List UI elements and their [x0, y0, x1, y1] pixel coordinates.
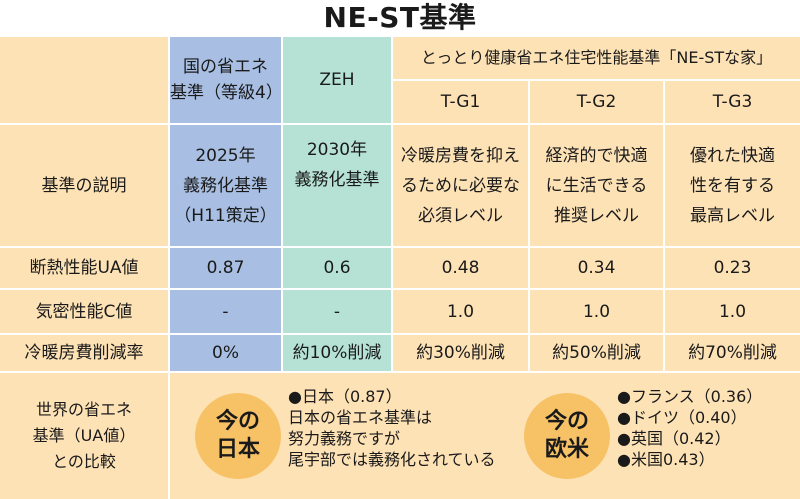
west-info-line4: ●米国0.43）: [617, 450, 715, 469]
header-tg1: T-G1: [393, 81, 528, 123]
west-info-line2: ●ドイツ（0.40）: [617, 408, 747, 427]
description-zeh-line1: 2030年: [306, 140, 368, 160]
header-zeh: ZEH: [283, 37, 391, 123]
description-tg3-line2: 性を有する: [690, 175, 775, 196]
c-tg3: 1.0: [665, 290, 800, 333]
header-national-line2: 基準（等級4）: [170, 83, 283, 103]
c-zeh: -: [283, 290, 391, 333]
world-label-line2: 基準（UA値）: [32, 426, 136, 445]
west-info: ●フランス（0.36） ●ドイツ（0.40） ●英国（0.42） ●米国0.43…: [617, 386, 792, 470]
cost-zeh: 約10%削減: [283, 335, 391, 371]
japan-info-line2: 日本の省エネ基準は: [288, 408, 433, 427]
description-zeh-line2: 義務化基準: [294, 170, 380, 190]
row-label-cost: 冷暖房費削減率: [0, 335, 168, 371]
description-national-line3: （H11策定）: [174, 205, 277, 226]
ua-national: 0.87: [170, 248, 281, 288]
west-badge-line1: 今の: [544, 409, 589, 434]
description-tg1-line3: 必須レベル: [418, 205, 503, 226]
description-national-line1: 2025年: [195, 145, 256, 166]
cost-tg1: 約30%削減: [393, 335, 528, 371]
description-tg3-line3: 最高レベル: [690, 205, 775, 226]
ua-tg2: 0.34: [530, 248, 663, 288]
japan-badge: 今の 日本: [195, 393, 281, 479]
description-tg2: 経済的で快適 に生活できる 推奨レベル: [530, 125, 663, 246]
description-tg3: 優れた快適 性を有する 最高レベル: [665, 125, 800, 246]
comparison-table: 国の省エネ 基準（等級4） ZEH とっとり健康省エネ住宅性能基準「NE-STな…: [0, 37, 800, 499]
description-tg1: 冷暖房費を抑え るために必要な 必須レベル: [393, 125, 528, 246]
c-national: -: [170, 290, 281, 333]
row-label-description: 基準の説明: [0, 125, 168, 246]
page-title: NE-ST基準: [323, 1, 477, 34]
description-tg1-line2: るために必要な: [401, 175, 520, 196]
west-info-line3: ●英国（0.42）: [617, 429, 731, 448]
cost-tg3: 約70%削減: [665, 335, 800, 371]
cost-tg2: 約50%削減: [530, 335, 663, 371]
cost-national: 0%: [170, 335, 281, 371]
japan-info-line4: 尾宇部では義務化されている: [288, 450, 496, 469]
japan-info-line1: ●日本（0.87）: [288, 387, 402, 406]
ua-zeh: 0.6: [283, 248, 391, 288]
west-badge: 今の 欧米: [524, 393, 610, 479]
header-tg3: T-G3: [665, 81, 800, 123]
west-info-line1: ●フランス（0.36）: [617, 387, 763, 406]
row-label-ua: 断熱性能UA値: [0, 248, 168, 288]
world-label-line3: との比較: [52, 452, 116, 471]
description-tg2-line1: 経済的で快適: [545, 145, 648, 166]
ua-tg3: 0.23: [665, 248, 800, 288]
description-national: 2025年 義務化基準 （H11策定）: [170, 125, 281, 246]
japan-badge-line2: 日本: [215, 437, 260, 462]
description-tg1-line1: 冷暖房費を抑え: [401, 145, 520, 166]
description-national-line2: 義務化基準: [183, 175, 268, 196]
description-zeh: 2030年 義務化基準: [283, 125, 391, 246]
japan-badge-line1: 今の: [215, 409, 260, 434]
description-tg2-line2: に生活できる: [545, 175, 648, 196]
row-label-c: 気密性能C値: [0, 290, 168, 333]
japan-info-line3: 努力義務ですが: [288, 429, 401, 448]
header-tg2: T-G2: [530, 81, 663, 123]
header-national-standard: 国の省エネ 基準（等級4）: [170, 37, 283, 123]
west-badge-line2: 欧米: [544, 437, 589, 462]
japan-info: ●日本（0.87） 日本の省エネ基準は 努力義務ですが 尾宇部では義務化されてい…: [288, 386, 520, 470]
description-tg2-line3: 推奨レベル: [554, 205, 639, 226]
row-label-world: 世界の省エネ 基準（UA値） との比較: [0, 373, 168, 499]
header-national-line1: 国の省エネ: [183, 57, 268, 77]
ua-tg1: 0.48: [393, 248, 528, 288]
c-tg1: 1.0: [393, 290, 528, 333]
description-tg3-line1: 優れた快適: [690, 145, 775, 166]
world-label-line1: 世界の省エネ: [35, 400, 132, 419]
header-corner-cell: [0, 37, 168, 123]
header-nest-group: とっとり健康省エネ住宅性能基準「NE-STな家」: [393, 37, 800, 79]
c-tg2: 1.0: [530, 290, 663, 333]
